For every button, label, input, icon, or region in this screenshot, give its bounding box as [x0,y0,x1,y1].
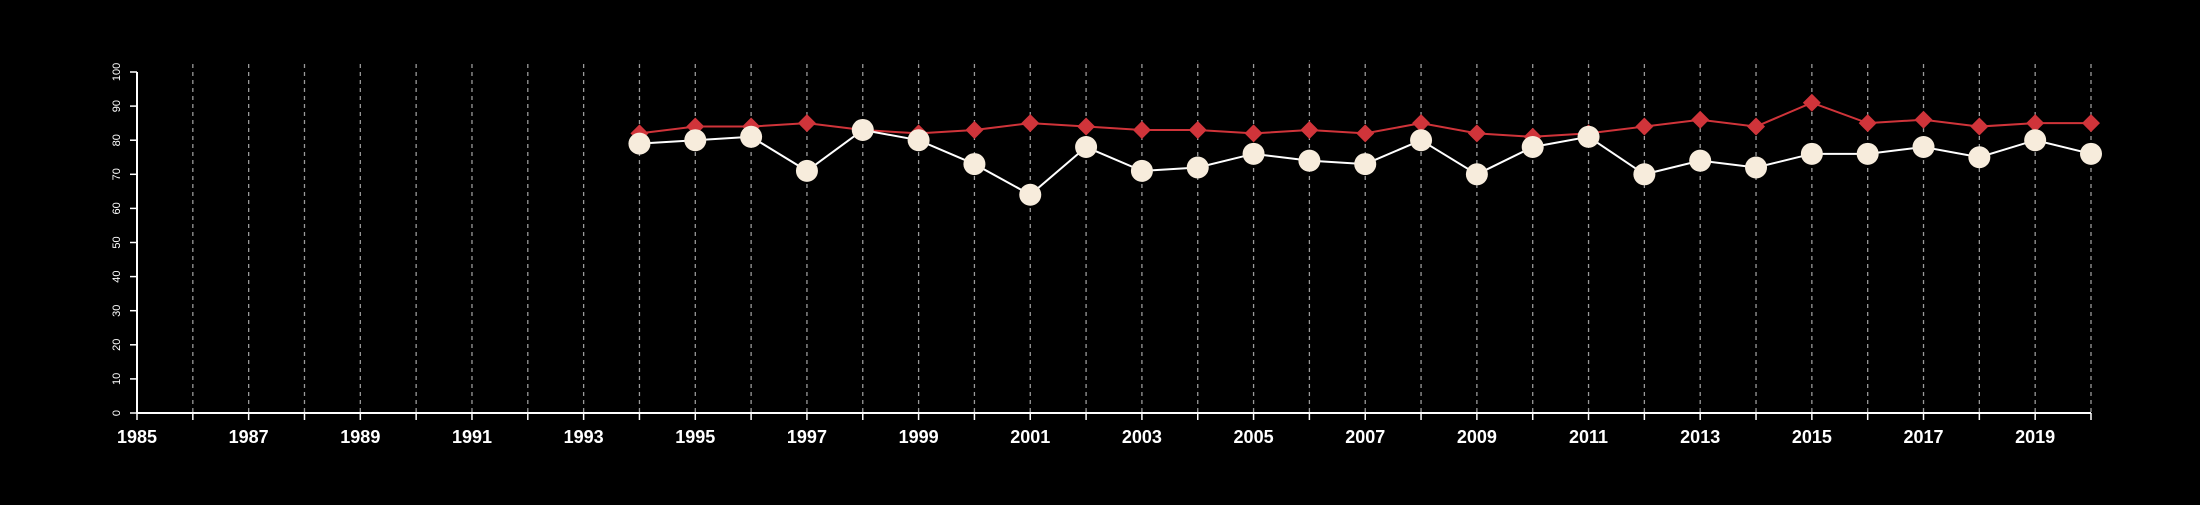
data-point-circle [1075,136,1098,159]
data-point-diamond [1356,124,1375,143]
data-point-circle [1968,146,1991,169]
data-point-diamond [1077,117,1096,136]
data-point-circle [740,125,763,148]
x-tick-label: 1995 [675,427,715,447]
data-point-circle [1465,163,1488,186]
x-tick-label: 2003 [1122,427,1162,447]
data-point-circle [1633,163,1656,186]
data-point-circle [795,159,818,182]
x-tick-label: 1997 [787,427,827,447]
data-point-circle [2080,142,2102,165]
data-point-diamond [1747,117,1766,136]
data-point-circle [851,118,874,141]
data-point-circle [907,129,930,152]
data-point-diamond [1691,110,1710,129]
data-point-circle [1019,183,1042,206]
data-point-circle [1577,125,1600,148]
x-tick-label: 1993 [564,427,604,447]
x-tick-label: 2007 [1345,427,1385,447]
y-tick-label: 90 [111,100,123,112]
data-point-circle [1689,149,1712,172]
data-point-circle [1354,153,1377,176]
series-2 [628,118,2102,206]
y-tick-label: 80 [111,134,123,146]
x-tick-label: 1999 [899,427,939,447]
data-point-circle [963,153,986,176]
data-point-diamond [1412,114,1431,133]
y-tick-label: 30 [111,305,123,317]
y-tick-label: 10 [111,373,123,385]
data-point-circle [2024,129,2047,152]
data-point-circle [1521,136,1544,159]
x-tick-label: 2013 [1680,427,1720,447]
y-tick-label: 20 [111,339,123,351]
data-point-circle [1800,142,1823,165]
x-tick-label: 2017 [1903,427,1943,447]
data-point-diamond [2082,114,2100,133]
data-point-diamond [1021,114,1040,133]
x-tick-label: 2009 [1457,427,1497,447]
x-tick-label: 2001 [1010,427,1050,447]
x-tick-label: 1987 [229,427,269,447]
x-tick-label: 2019 [2015,427,2055,447]
y-tick-label: 100 [111,63,123,81]
data-point-diamond [1858,114,1877,133]
data-point-circle [684,129,707,152]
data-point-diamond [1188,120,1207,139]
data-point-circle [628,132,651,155]
x-tick-label: 1991 [452,427,492,447]
data-point-diamond [1300,120,1319,139]
axes: 0 10 20 30 40 50 60 70 80 90 100 1985 1987 1989 1991 19… [111,63,2092,447]
grid-lines [192,64,2092,413]
data-point-diamond [1970,117,1989,136]
data-point-circle [1298,149,1321,172]
x-tick-label: 2015 [1792,427,1832,447]
data-point-diamond [1244,124,1263,143]
x-tick-label: 2005 [1234,427,1274,447]
data-point-diamond [2026,114,2045,133]
x-tick-label: 1985 [117,427,157,447]
data-point-diamond [1132,120,1151,139]
data-point-circle [1745,156,1768,179]
y-tick-label: 60 [111,202,123,214]
data-point-circle [1912,136,1935,159]
y-tick-label: 70 [111,168,123,180]
data-point-diamond [965,120,984,139]
data-point-circle [1130,159,1153,182]
data-point-circle [1856,142,1879,165]
series-layer [628,93,2102,206]
data-point-circle [1410,129,1433,152]
data-point-diamond [1802,93,1821,112]
x-tick-label: 1989 [340,427,380,447]
y-tick-label: 40 [111,270,123,282]
data-point-diamond [1635,117,1654,136]
data-point-diamond [797,114,816,133]
data-point-diamond [1914,110,1933,129]
x-tick-label: 2011 [1569,427,1608,447]
y-tick-label: 0 [111,410,123,416]
y-tick-label: 50 [111,236,123,248]
data-point-circle [1242,142,1265,165]
data-point-circle [1186,156,1209,179]
data-point-diamond [1467,124,1486,143]
